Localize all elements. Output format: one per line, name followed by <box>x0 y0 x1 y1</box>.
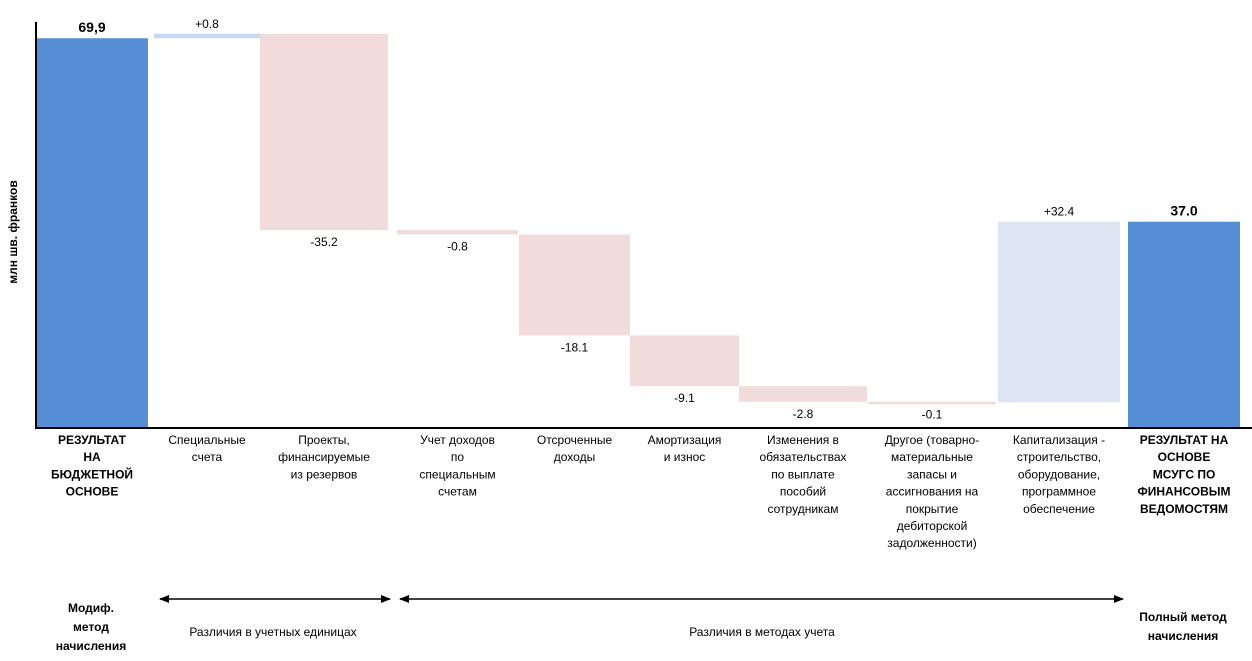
category-label-6-line-2: по выплате <box>771 467 835 481</box>
value-label-4: -18.1 <box>561 340 589 354</box>
category-label-6-line-3: пособий <box>780 485 826 499</box>
category-label-7-line-5: дебиторской <box>897 519 968 533</box>
value-label-9: 37.0 <box>1170 203 1197 219</box>
bar-7 <box>868 402 996 405</box>
category-label-7-line-2: запасы и <box>907 467 957 481</box>
category-labels-group: РЕЗУЛЬТАТ НА БЮДЖЕТНОЙ ОСНОВЕ Специальные сче… <box>51 433 1231 550</box>
category-label-1-line-0: Специальные <box>168 433 246 447</box>
value-label-2: -35.2 <box>310 235 338 249</box>
category-label-4-line-0: Отсроченные <box>537 433 613 447</box>
left-method-line-1: метод <box>73 620 109 634</box>
bar-5 <box>630 335 739 386</box>
category-label-6-line-1: обязательствах <box>760 450 847 464</box>
category-label-5-line-1: и износ <box>664 450 706 464</box>
value-label-6: -2.8 <box>793 407 814 421</box>
category-label-6-line-0: Изменения в <box>767 433 839 447</box>
value-label-3: -0.8 <box>447 240 468 254</box>
category-label-4-line-1: доходы <box>554 450 595 464</box>
bar-9 <box>1128 222 1240 428</box>
category-label-3-line-2: специальным <box>419 467 495 481</box>
value-label-7: -0.1 <box>922 407 943 421</box>
category-label-3-line-3: счетам <box>438 485 477 499</box>
bar-1 <box>154 34 260 38</box>
category-label-8-line-1: строительство, <box>1017 450 1101 464</box>
category-label-9-line-3: ФИНАНСОВЫМ <box>1138 485 1231 499</box>
category-label-5-line-0: Амортизация <box>648 433 722 447</box>
category-label-3-line-1: по <box>451 450 464 464</box>
category-label-7-line-3: ассигнования на <box>886 485 979 499</box>
left-method-line-2: начисления <box>56 639 126 653</box>
category-label-6-line-4: сотрудникам <box>768 502 839 516</box>
category-label-8-line-0: Капитализация - <box>1013 433 1105 447</box>
bar-2 <box>260 34 388 230</box>
category-label-0-line-1: НА <box>83 450 101 464</box>
right-method-line-0: Полный метод <box>1139 610 1227 624</box>
category-label-7-line-6: задолженности) <box>887 536 976 550</box>
category-label-0-line-0: РЕЗУЛЬТАТ <box>58 433 127 447</box>
category-label-9-line-1: ОСНОВЕ <box>1158 450 1211 464</box>
category-label-9-line-0: РЕЗУЛЬТАТ НА <box>1140 433 1229 447</box>
range-label-units: Различия в учетных единицах <box>189 625 356 639</box>
bar-0 <box>36 38 148 428</box>
bar-4 <box>519 235 630 336</box>
category-label-8-line-2: оборудование, <box>1018 467 1100 481</box>
category-label-9-line-2: МСУГС ПО <box>1153 467 1216 481</box>
value-label-8: +32.4 <box>1044 205 1075 219</box>
annotations-group: Различия в учетных единицах Различия в ме… <box>56 599 1227 653</box>
value-label-0: 69,9 <box>78 19 105 35</box>
category-label-7-line-4: покрытие <box>906 502 959 516</box>
bars-group <box>36 34 1240 428</box>
bar-3 <box>397 230 518 234</box>
y-axis-title: млн шв. франков <box>6 180 20 283</box>
category-label-7-line-0: Другое (товарно- <box>885 433 979 447</box>
range-label-methods: Различия в методах учета <box>689 625 835 639</box>
value-label-1: +0.8 <box>195 17 219 31</box>
bar-8 <box>998 222 1120 403</box>
category-label-8-line-3: программное <box>1022 485 1096 499</box>
category-label-0-line-2: БЮДЖЕТНОЙ <box>51 466 133 481</box>
value-label-5: -9.1 <box>674 391 695 405</box>
right-method-line-1: начисления <box>1148 629 1218 643</box>
category-label-8-line-4: обеспечение <box>1023 502 1095 516</box>
left-method-line-0: Модиф. <box>68 601 114 615</box>
category-label-1-line-1: счета <box>192 450 223 464</box>
category-label-2-line-2: из резервов <box>291 467 358 481</box>
category-label-3-line-0: Учет доходов <box>420 433 495 447</box>
category-label-9-line-4: ВЕДОМОСТЯМ <box>1140 502 1228 516</box>
category-label-0-line-3: ОСНОВЕ <box>66 485 119 499</box>
category-label-2-line-0: Проекты, <box>298 433 350 447</box>
bar-6 <box>739 386 867 402</box>
category-label-2-line-1: финансируемые <box>278 450 370 464</box>
category-label-7-line-1: материальные <box>891 450 973 464</box>
